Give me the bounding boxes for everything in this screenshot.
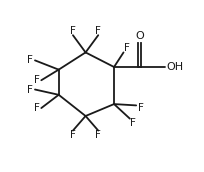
Text: F: F <box>130 118 136 128</box>
Text: F: F <box>27 84 33 94</box>
Text: F: F <box>95 26 101 36</box>
Text: F: F <box>34 75 40 85</box>
Text: F: F <box>138 103 144 113</box>
Text: F: F <box>70 130 76 139</box>
Text: O: O <box>135 30 144 41</box>
Text: F: F <box>27 55 33 65</box>
Text: F: F <box>124 44 130 53</box>
Text: F: F <box>95 130 101 139</box>
Text: F: F <box>34 103 40 113</box>
Text: F: F <box>70 26 76 36</box>
Text: OH: OH <box>166 62 183 72</box>
